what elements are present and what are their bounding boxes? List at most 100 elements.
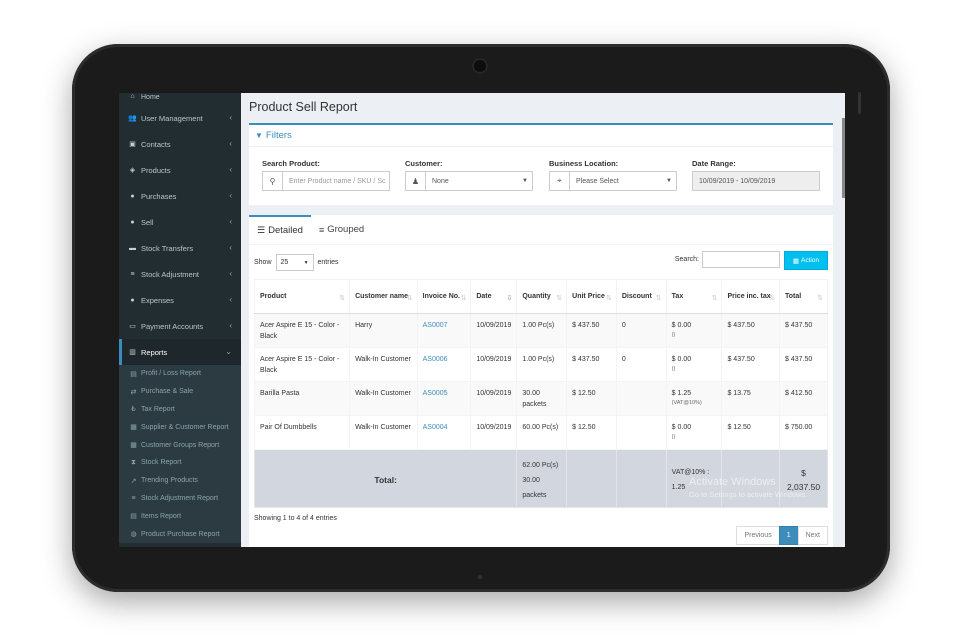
sort-icon: ⇅ xyxy=(655,295,662,302)
cell-price-inc-tax: $ 437.50 xyxy=(721,347,781,382)
chevron-down-icon: ⌄ xyxy=(225,347,232,356)
search-product-input[interactable]: Enter Product name / SKU / Sc xyxy=(289,177,386,185)
col-date[interactable]: Date ⇩ xyxy=(470,279,518,314)
sort-icon: ⇅ xyxy=(406,295,413,302)
chevron-left-icon: ‹ xyxy=(229,139,232,148)
tab-detailed[interactable]: ☰ Detailed xyxy=(249,215,311,244)
camera-icon xyxy=(472,58,488,74)
submenu-item-profit-loss[interactable]: ▤ Profit / Loss Report xyxy=(119,365,241,383)
tab-label: Detailed xyxy=(268,225,303,236)
table-row: Acer Aspire E 15 - Color - Black Walk-In… xyxy=(253,347,828,382)
sort-icon: ⇅ xyxy=(605,295,612,302)
tab-grouped[interactable]: ≡ Grouped xyxy=(311,215,372,244)
submenu-item-stock-report[interactable]: ⧗ Stock Report xyxy=(119,454,241,472)
action-button[interactable]: ▦ Action xyxy=(784,251,828,270)
submenu-item-label: Profit / Loss Report xyxy=(141,370,201,378)
sidebar-item-purchases[interactable]: ● Purchases ‹ xyxy=(119,183,241,209)
table-footer-row: Total: 62.00 Pc(s) 30.00 packets VAT@10% :… xyxy=(253,449,828,508)
search-product-field[interactable]: ⚲ Enter Product name / SKU / Sc xyxy=(262,171,390,191)
chevron-left-icon: ‹ xyxy=(229,321,232,330)
invoice-link[interactable]: AS0004 xyxy=(416,415,472,450)
location-value: Please Select xyxy=(576,177,619,185)
invoice-link[interactable]: AS0007 xyxy=(416,313,472,348)
users-icon: 👥 xyxy=(128,115,137,122)
grand-total-value: 2,037.50 xyxy=(786,481,821,492)
search-icon: ⚲ xyxy=(263,172,283,190)
col-total[interactable]: Total ⇅ xyxy=(779,279,828,314)
sidebar-item-sell[interactable]: ● Sell ‹ xyxy=(119,209,241,235)
watermark-title: Activate Windows xyxy=(689,476,776,488)
sidebar-item-products[interactable]: ◈ Products ‹ xyxy=(119,157,241,183)
submenu-item-label: Stock Report xyxy=(141,459,182,467)
caret-down-icon: ▼ xyxy=(522,178,528,184)
sidebar-item-label: Sell xyxy=(141,217,154,227)
footer-empty xyxy=(566,449,617,508)
cell-tax: $ 0.00 () xyxy=(665,415,723,450)
date-range-input[interactable]: 10/09/2019 - 10/09/2019 xyxy=(692,171,820,191)
previous-button[interactable]: Previous xyxy=(736,526,780,545)
submenu-item-customer-groups[interactable]: ▦ Customer Groups Report xyxy=(119,436,241,454)
page-title: Product Sell Report xyxy=(249,100,358,114)
invoice-link[interactable]: AS0005 xyxy=(416,381,472,416)
truck-icon: ▬ xyxy=(129,244,136,252)
filters-toggle[interactable]: ▼ Filters xyxy=(249,125,833,147)
col-discount[interactable]: Discount ⇅ xyxy=(615,279,667,314)
business-location-select[interactable]: ⌖ Please Select ▼ xyxy=(549,171,677,191)
sidebar-item-payment-accounts[interactable]: ▭ Payment Accounts ‹ xyxy=(119,313,241,339)
submenu-item-items-report[interactable]: ▤ Items Report xyxy=(119,507,241,525)
bars-icon: ≡ xyxy=(318,224,325,235)
sidebar-item-home[interactable]: ⌂ Home xyxy=(119,93,241,101)
footer-empty xyxy=(721,449,781,508)
cell-tax: $ 0.00 () xyxy=(665,347,723,382)
col-price-inc-tax[interactable]: Price inc. tax ⇅ xyxy=(721,279,781,314)
submenu-item-label: Trending Products xyxy=(141,477,198,485)
sidebar-item-user-management[interactable]: 👥 User Management ‹ xyxy=(119,105,241,131)
col-tax[interactable]: Tax ⇅ xyxy=(665,279,723,314)
invoice-link[interactable]: AS0006 xyxy=(416,347,472,382)
submenu-item-supplier-customer[interactable]: ▦ Supplier & Customer Report xyxy=(119,418,241,436)
column-label: Customer name xyxy=(355,293,408,300)
col-product[interactable]: Product ⇅ xyxy=(253,279,351,314)
scrollbar[interactable] xyxy=(842,118,845,198)
columns-icon: ▦ xyxy=(792,257,800,265)
customer-select[interactable]: ♟ None ▼ xyxy=(405,171,533,191)
sidebar-item-contacts[interactable]: ▣ Contacts ‹ xyxy=(119,131,241,157)
submenu-item-label: Product Purchase Report xyxy=(141,530,220,538)
sidebar-item-expenses[interactable]: ● Expenses ‹ xyxy=(119,287,241,313)
sidebar-item-label: Payment Accounts xyxy=(141,321,204,331)
submenu-item-tax-report[interactable]: ₺ Tax Report xyxy=(119,401,241,419)
col-invoice[interactable]: Invoice No. ⇅ xyxy=(416,279,472,314)
database-icon: ≡ xyxy=(130,270,135,278)
sidebar-item-reports[interactable]: ▥ Reports ⌄ xyxy=(119,339,241,365)
chevron-left-icon: ‹ xyxy=(229,243,232,252)
arrow-circle-icon: ◍ xyxy=(130,531,137,539)
cell-tax: $ 0.00 () xyxy=(665,313,723,348)
table-info: Showing 1 to 4 of 4 entries xyxy=(254,515,337,522)
submenu-item-product-purchase[interactable]: ◍ Product Purchase Report xyxy=(119,525,241,543)
sidebar-item-label: Contacts xyxy=(141,139,171,149)
submenu-item-trending-products[interactable]: ↗ Trending Products xyxy=(119,472,241,490)
cubes-icon: ◈ xyxy=(129,167,136,174)
cell-discount: 0 xyxy=(615,313,667,348)
sort-icon: ⇅ xyxy=(460,295,467,302)
col-quantity[interactable]: Quantity ⇅ xyxy=(516,279,568,314)
submenu-item-purchase-sale[interactable]: ⇄ Purchase & Sale xyxy=(119,383,241,401)
cell-product: Barilla Pasta xyxy=(253,381,351,416)
cell-tax: $ 1.25 (VAT@10%) xyxy=(665,381,723,416)
sidebar-item-stock-adjustment[interactable]: ≡ Stock Adjustment ‹ xyxy=(119,261,241,287)
cell-quantity: 60.00 Pc(s) xyxy=(516,415,568,450)
footer-grand-total: $2,037.50 xyxy=(779,449,828,508)
col-unit-price[interactable]: Unit Price ⇅ xyxy=(566,279,617,314)
table-row: Acer Aspire E 15 - Color - Black Harry A… xyxy=(253,313,828,348)
cell-total: $ 437.50 xyxy=(779,313,828,348)
money-icon: ▭ xyxy=(129,323,136,330)
next-button[interactable]: Next xyxy=(797,526,828,545)
sidebar-item-stock-transfers[interactable]: ▬ Stock Transfers ‹ xyxy=(119,235,241,261)
action-label: Action xyxy=(801,257,820,264)
entries-select[interactable]: 25 ▼ xyxy=(275,254,314,271)
user-icon: ♟ xyxy=(406,172,426,190)
col-customer[interactable]: Customer name ⇅ xyxy=(349,279,418,314)
submenu-item-stock-adjustment-report[interactable]: ≡ Stock Adjustment Report xyxy=(119,490,241,508)
page-1-button[interactable]: 1 xyxy=(778,526,799,545)
table-search-input[interactable] xyxy=(702,251,780,268)
